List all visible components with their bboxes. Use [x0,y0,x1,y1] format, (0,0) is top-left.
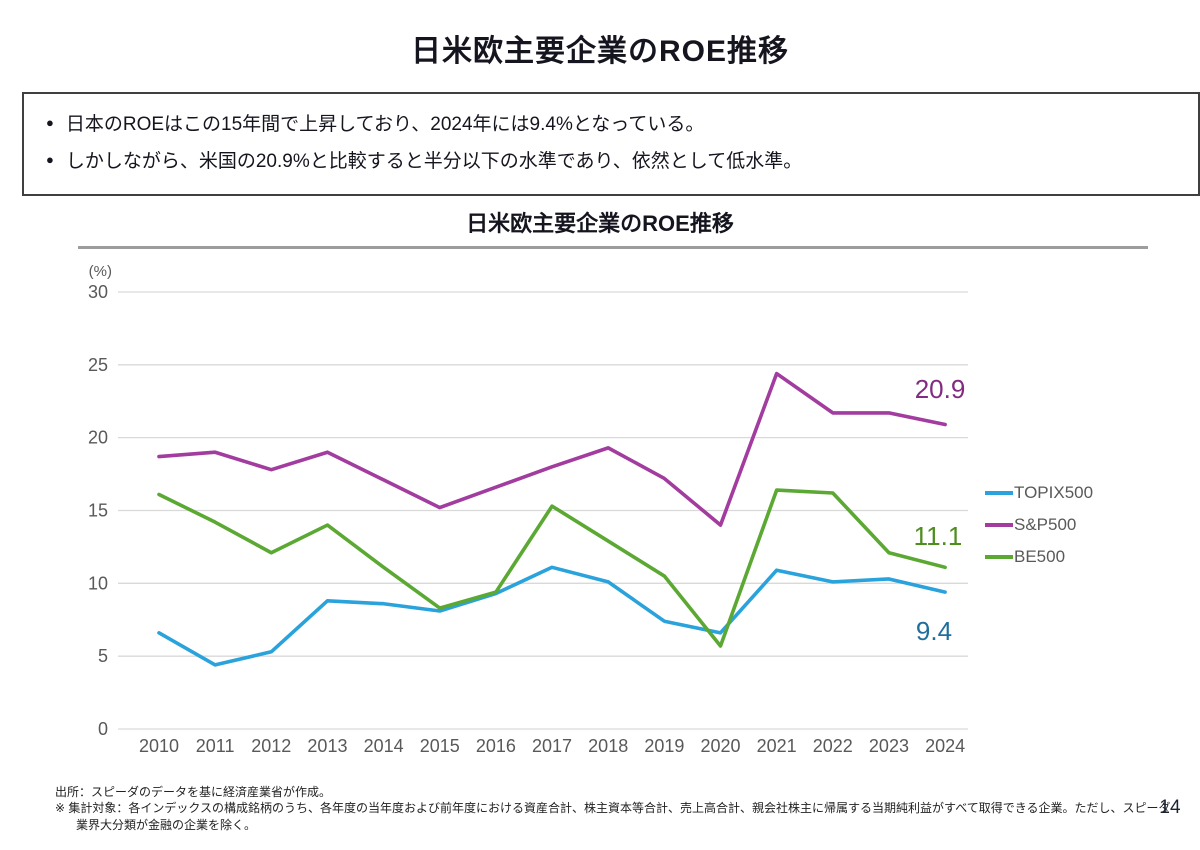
legend-item-sp500: S&P500 [985,509,1185,541]
summary-box: ● 日本のROEはこの15年間で上昇しており、2024年には9.4%となっている… [22,92,1200,196]
x-tick-label: 2017 [532,736,572,756]
y-tick-label: 25 [88,355,108,375]
x-tick-label: 2021 [757,736,797,756]
source-note: 出所：スピーダのデータを基に経済産業省が作成。 [55,785,332,799]
series-line-be500 [157,488,947,648]
summary-bullet-1: ● 日本のROEはこの15年間で上昇しており、2024年には9.4%となっている… [46,104,1198,141]
summary-bullet-2-text: しかしながら、米国の20.9%と比較すると半分以下の水準であり、依然として低水準… [65,151,803,172]
x-tick-label: 2012 [251,736,291,756]
y-tick-label: 5 [98,646,108,666]
bullet-icon: ● [46,152,54,167]
y-tick-label: 10 [88,573,108,593]
y-tick-label: 20 [88,428,108,448]
legend-item-topix500: TOPIX500 [985,477,1185,509]
x-tick-label: 2014 [364,736,404,756]
x-tick-label: 2011 [196,736,235,756]
end-label-topix500: 9.4 [915,616,953,646]
x-tick-label: 2016 [476,736,516,756]
x-tick-label: 2024 [925,736,965,756]
legend-label: TOPIX500 [1014,483,1094,502]
chart-title: 日米欧主要企業のROE推移 [466,211,734,236]
end-label-sp500: 20.9 [914,374,966,404]
x-tick-label: 2022 [813,736,853,756]
end-label-be500: 11.1 [913,521,963,551]
legend-label: S&P500 [1014,515,1077,534]
y-tick-label: 30 [88,282,108,302]
bullet-icon: ● [46,115,54,130]
y-tick-label: 15 [88,500,108,520]
x-tick-label: 2019 [644,736,684,756]
x-tick-label: 2013 [307,736,347,756]
legend-dash-icon [985,523,1013,527]
x-tick-label: 2018 [588,736,628,756]
x-tick-label: 2010 [139,736,179,756]
summary-bullet-1-text: 日本のROEはこの15年間で上昇しており、2024年には9.4%となっている。 [65,114,705,135]
legend-item-be500: BE500 [985,541,1185,573]
x-tick-label: 2020 [700,736,740,756]
legend-dash-icon [985,491,1013,495]
series-line-sp500 [157,371,947,527]
x-tick-label: 2023 [869,736,909,756]
chart-divider-rule [78,246,1148,249]
series-line-topix500 [157,565,947,667]
roe-line-chart: 0 5 10 15 20 25 30 (%) 2010 2011 2012 2013 2014 2015 2… [88,263,968,756]
aggregation-note: ※ 集計対象：各インデックスの構成銘柄のうち、各年度の当年度および前年度における… [55,801,1171,832]
page-number: 14 [1159,797,1181,818]
page-title: 日米欧主要企業のROE推移 [410,35,789,68]
chart-legend: TOPIX500 S&P500 BE500 [985,477,1185,573]
x-tick-label: 2015 [420,736,460,756]
y-axis-unit-label: (%) [89,263,112,280]
legend-label: BE500 [1014,547,1066,566]
legend-dash-icon [985,555,1013,559]
summary-bullet-2: ● しかしながら、米国の20.9%と比較すると半分以下の水準であり、依然として低… [46,141,1198,178]
y-tick-label: 0 [98,719,108,739]
